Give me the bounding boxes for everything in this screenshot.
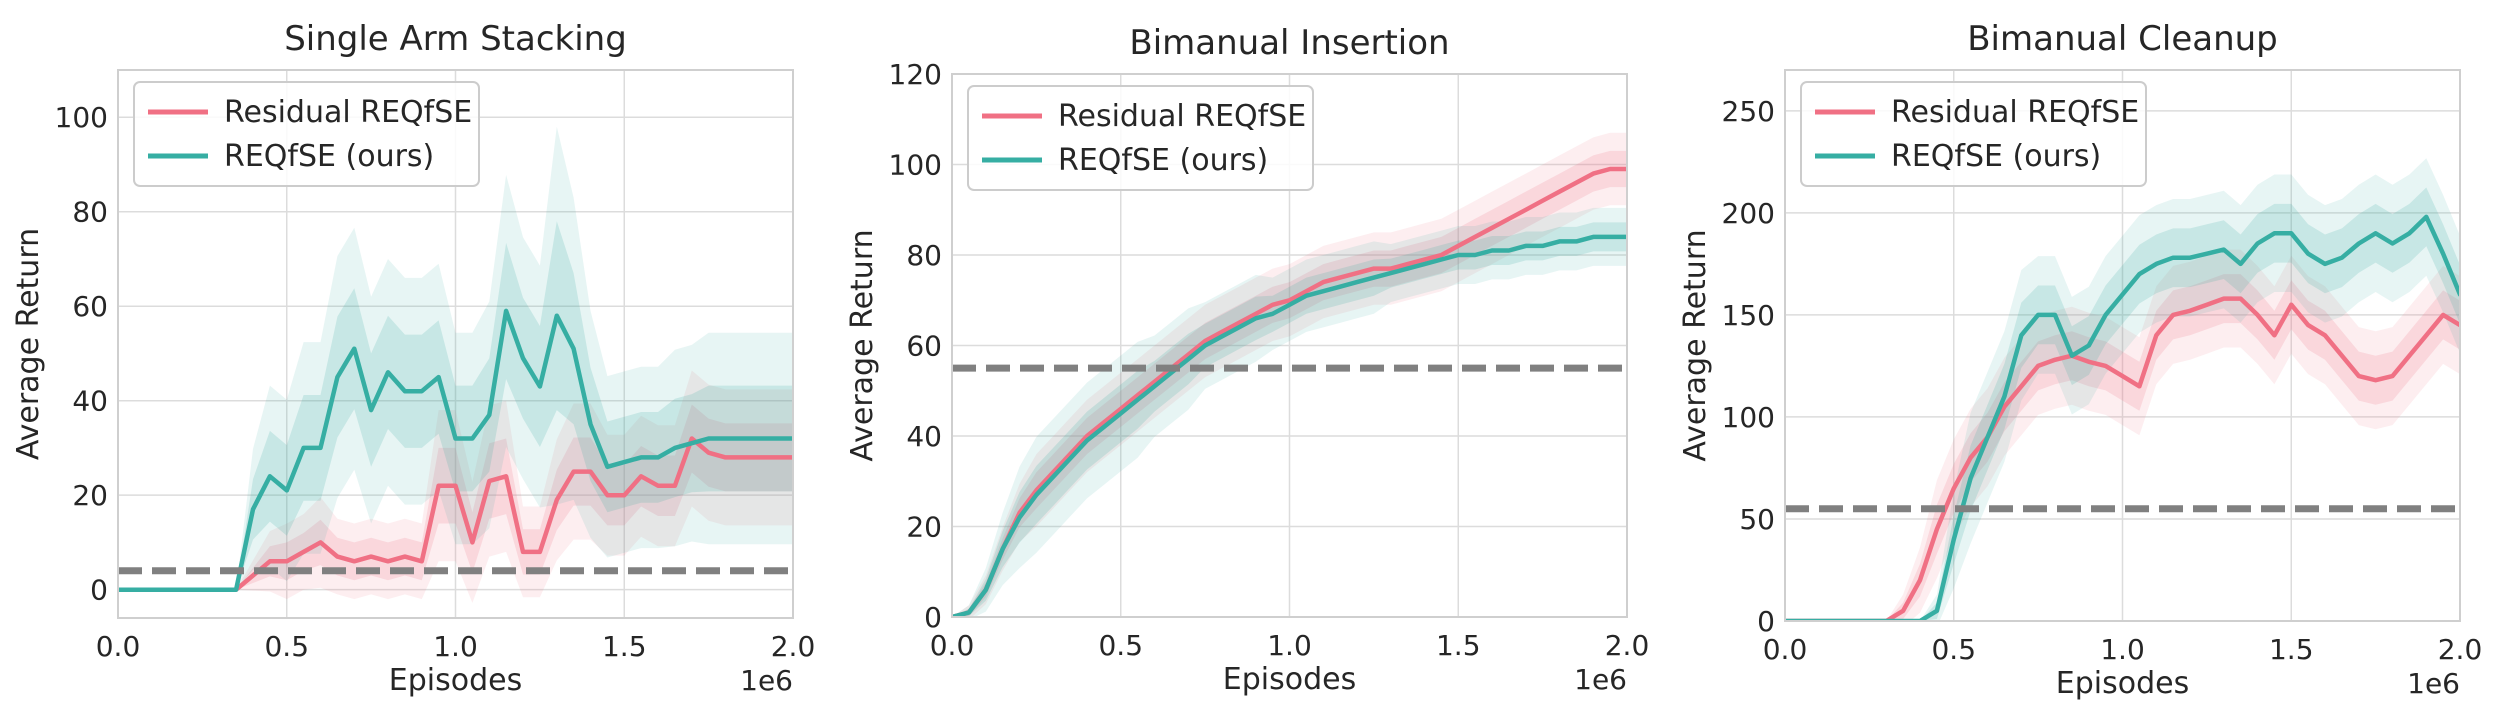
x-tick-label-3: 1.5 xyxy=(1436,629,1481,662)
x-tick-label-0: 0.0 xyxy=(96,630,141,663)
series-line-2 xyxy=(118,308,793,592)
x-tick-label-4: 2.0 xyxy=(1605,629,1650,662)
x-tick-label-1: 0.5 xyxy=(1098,629,1143,662)
series-line-2 xyxy=(952,234,1627,617)
series-group xyxy=(1785,158,2460,621)
y-tick-label-2: 100 xyxy=(1722,401,1775,434)
legend-label-2: REQfSE (ours) xyxy=(1891,139,2101,174)
plot-frame xyxy=(117,69,794,619)
legend-box xyxy=(1800,81,2147,187)
chart-panel-3: 0.0 0.5 1.0 1.5 2.0 0 50 100 150 200 250 1e6 Episode… xyxy=(1678,19,2482,701)
x-tick-label-3: 1.5 xyxy=(602,630,647,663)
y-axis-label: Average Return xyxy=(1678,229,1713,461)
y-tick-label-3: 150 xyxy=(1722,299,1775,332)
x-multiplier-label: 1e6 xyxy=(740,664,793,697)
legend-label-1: Residual REQfSE xyxy=(1058,99,1306,134)
y-tick-label-0: 0 xyxy=(90,574,108,607)
plot-frame xyxy=(1784,69,2461,622)
series-line-2 xyxy=(1785,214,2460,621)
x-multiplier-label: 1e6 xyxy=(2407,667,2460,700)
y-tick-label-4: 80 xyxy=(72,196,108,229)
series-line-1 xyxy=(1785,296,2460,621)
x-tick-label-0: 0.0 xyxy=(930,629,975,662)
x-axis-label: Episodes xyxy=(1223,662,1356,697)
series-band-inner-1 xyxy=(952,150,1627,617)
y-tick-label-3: 60 xyxy=(906,330,942,363)
series-band-outer-2 xyxy=(1785,158,2460,621)
series-line-1 xyxy=(952,166,1627,617)
x-tick-label-2: 1.0 xyxy=(1267,629,1312,662)
legend: Residual REQfSE REQfSE (ours) xyxy=(133,81,480,187)
y-tick-label-4: 80 xyxy=(906,239,942,272)
y-tick-label-6: 120 xyxy=(889,58,942,91)
x-multiplier-label: 1e6 xyxy=(1574,663,1627,696)
chart-title: Single Arm Stacking xyxy=(284,19,627,59)
x-axis-label: Episodes xyxy=(2056,666,2189,701)
series-band-inner-2 xyxy=(118,221,793,590)
chart-title: Bimanual Insertion xyxy=(1129,23,1449,63)
y-tick-label-2: 40 xyxy=(72,385,108,418)
series-group xyxy=(952,132,1627,617)
x-tick-label-3: 1.5 xyxy=(2269,633,2314,666)
y-tick-label-5: 100 xyxy=(889,149,942,182)
y-tick-label-0: 0 xyxy=(924,601,942,634)
series-band-inner-1 xyxy=(118,404,793,590)
y-tick-label-1: 20 xyxy=(72,479,108,512)
legend-label-1: Residual REQfSE xyxy=(224,95,472,130)
y-axis-label: Average Return xyxy=(11,228,46,460)
legend: Residual REQfSE REQfSE (ours) xyxy=(1800,81,2147,187)
series-band-outer-2 xyxy=(952,207,1627,617)
y-tick-label-1: 20 xyxy=(906,511,942,544)
legend-box xyxy=(967,85,1314,191)
x-tick-label-4: 2.0 xyxy=(2438,633,2483,666)
series-band-outer-1 xyxy=(1785,249,2460,621)
chart-panel-1: 0.0 0.5 1.0 1.5 2.0 0 20 40 60 80 100 1e6 Episodes Av… xyxy=(11,19,815,698)
chart-panel-2: 0.0 0.5 1.0 1.5 2.0 0 20 40 60 80 100 120 1e6 Episode… xyxy=(845,23,1649,697)
x-axis-label: Episodes xyxy=(389,663,522,698)
x-tick-label-1: 0.5 xyxy=(1931,633,1976,666)
y-tick-label-0: 0 xyxy=(1757,605,1775,638)
legend: Residual REQfSE REQfSE (ours) xyxy=(967,85,1314,191)
y-tick-label-1: 50 xyxy=(1739,503,1775,536)
legend-box xyxy=(133,81,480,187)
x-tick-label-1: 0.5 xyxy=(264,630,309,663)
y-tick-label-5: 250 xyxy=(1722,95,1775,128)
x-tick-label-2: 1.0 xyxy=(2100,633,2145,666)
legend-label-2: REQfSE (ours) xyxy=(224,139,434,174)
chart-title: Bimanual Cleanup xyxy=(1967,19,2278,59)
y-tick-label-3: 60 xyxy=(72,290,108,323)
y-axis-label: Average Return xyxy=(845,229,880,461)
series-band-outer-2 xyxy=(118,126,793,590)
series-group xyxy=(118,126,793,603)
y-tick-label-5: 100 xyxy=(55,101,108,134)
y-tick-label-4: 200 xyxy=(1722,197,1775,230)
x-tick-label-0: 0.0 xyxy=(1763,633,1808,666)
legend-label-1: Residual REQfSE xyxy=(1891,95,2139,130)
x-tick-label-4: 2.0 xyxy=(771,630,816,663)
x-tick-label-2: 1.0 xyxy=(433,630,478,663)
series-band-inner-2 xyxy=(1785,187,2460,621)
legend-label-2: REQfSE (ours) xyxy=(1058,143,1268,178)
plot-frame xyxy=(951,73,1628,618)
y-tick-label-2: 40 xyxy=(906,420,942,453)
